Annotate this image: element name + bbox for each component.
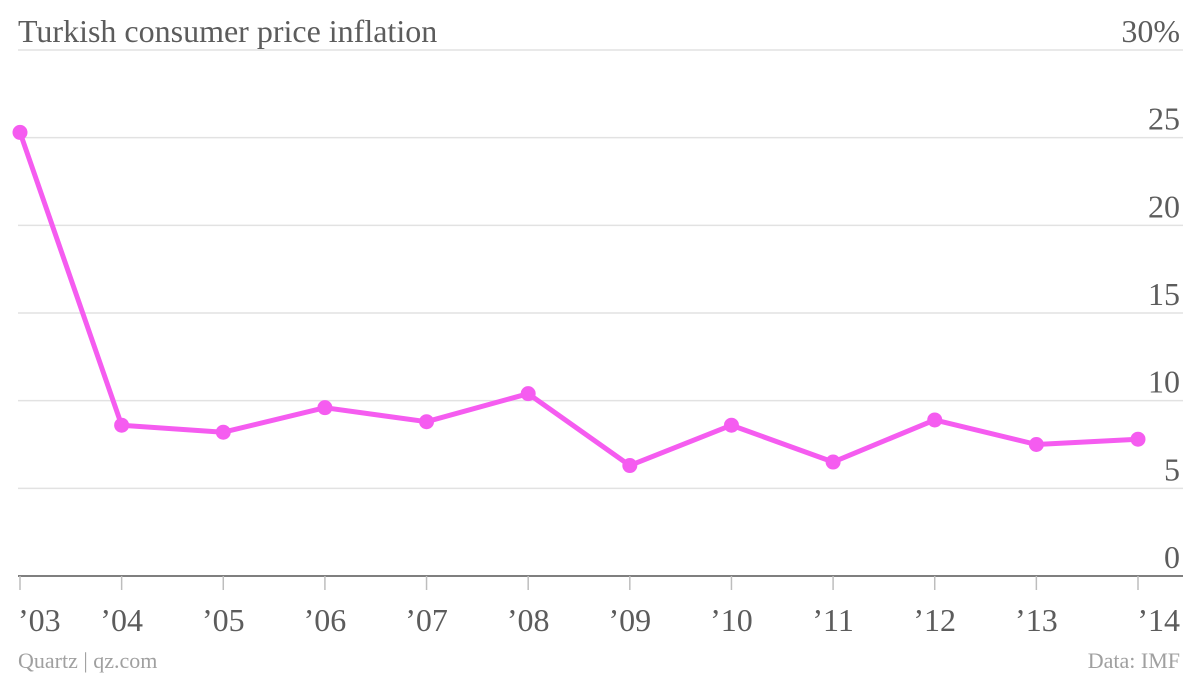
data-point xyxy=(723,417,739,433)
x-tick-label: ’04 xyxy=(100,602,143,638)
data-point xyxy=(520,386,536,402)
y-tick-label: 10 xyxy=(1148,364,1180,400)
y-tick-label: 30% xyxy=(1121,13,1180,49)
data-point xyxy=(622,458,638,474)
y-tick-label: 0 xyxy=(1164,539,1180,575)
x-tick-label: ’08 xyxy=(507,602,550,638)
data-point xyxy=(1130,431,1146,447)
data-point xyxy=(419,414,435,430)
series-line-path xyxy=(17,129,1141,469)
data-source: Data: IMF xyxy=(1088,648,1180,673)
y-tick-label: 20 xyxy=(1148,188,1180,224)
x-tick-label: ’12 xyxy=(913,602,956,638)
data-point xyxy=(12,124,28,140)
chart-title: Turkish consumer price inflation xyxy=(18,13,437,49)
data-point xyxy=(317,400,333,416)
x-tick-label: ’14 xyxy=(1137,602,1180,638)
x-tick-label: ’05 xyxy=(202,602,245,638)
series-line xyxy=(12,124,1146,474)
x-tick-label: ’09 xyxy=(608,602,651,638)
x-tick-label: ’03 xyxy=(18,602,61,638)
data-point xyxy=(114,417,130,433)
x-tick-label: ’11 xyxy=(812,602,853,638)
data-point xyxy=(1028,437,1044,452)
data-point xyxy=(927,412,943,428)
data-point xyxy=(825,454,841,470)
x-tick-label: ’07 xyxy=(405,602,448,638)
x-tick-label: ’06 xyxy=(304,602,347,638)
source-credit: Quartz | qz.com xyxy=(18,648,157,673)
data-point xyxy=(215,424,231,440)
x-tick-label: ’10 xyxy=(710,602,753,638)
y-tick-label: 15 xyxy=(1148,276,1180,312)
y-tick-label: 5 xyxy=(1164,451,1180,487)
x-tick-label: ’13 xyxy=(1015,602,1058,638)
gridlines xyxy=(18,49,1183,577)
x-axis-ticks: ’03 ’04 ’05 ’06 ’07 ’08 ’09 ’10 ’11 ’12 ’13 ’14 xyxy=(18,576,1180,638)
y-axis-ticks: 30% 25 20 15 10 5 0 xyxy=(1121,13,1180,575)
y-tick-label: 25 xyxy=(1148,101,1180,137)
